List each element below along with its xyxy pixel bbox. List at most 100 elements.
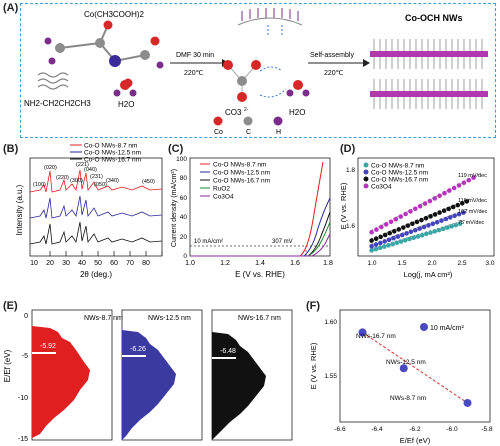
c-annot-overpotential: 307 mV — [272, 239, 293, 245]
d-legend: Co-O NWs-12.5 nm — [371, 170, 428, 177]
tafel-point — [421, 224, 427, 230]
tafel-point — [410, 221, 415, 227]
d-legend: Co-O NWs-16.7 nm — [371, 177, 428, 184]
tafel-point — [434, 219, 440, 225]
tafel-point — [424, 231, 429, 237]
b-xtick: 10 — [30, 260, 38, 267]
e-title-12-5: NWs-12.5 nm — [148, 315, 191, 322]
tafel-point — [437, 193, 442, 199]
tafel-point — [466, 177, 472, 183]
b-peak: (300) — [70, 178, 83, 184]
b-peak: (050) — [94, 182, 107, 188]
tafel-point — [446, 206, 451, 212]
f-data-point — [399, 364, 408, 373]
tafel-point — [374, 227, 379, 232]
co3-label: CO3 — [225, 108, 242, 117]
d-legend: Co-O NWs-8.7 nm — [371, 163, 424, 170]
b-peak: (040) — [84, 167, 97, 173]
amine-formula: NH2-CH2CH2CH3 — [24, 99, 91, 108]
c-legend: Co-O NWs-12.5 nm — [213, 170, 270, 177]
step2-temp: 220℃ — [324, 70, 344, 77]
lsv-curve-16-7 — [190, 211, 331, 257]
c-legend: Co3O4 — [213, 194, 234, 201]
b-xtick: 70 — [126, 260, 134, 267]
tafel-point — [404, 231, 409, 236]
f-xlabel: E/Ef (eV) — [400, 436, 431, 445]
precursor-formula: Co(CH3COOH)2 — [84, 10, 145, 19]
tafel-point — [386, 243, 391, 248]
tafel-point — [453, 222, 459, 228]
lsv-curve-co3o4 — [190, 233, 331, 257]
b-legend: Co-O NWs-12.5 nm — [84, 150, 141, 157]
b-peak: (231) — [90, 174, 103, 180]
f-data-point — [358, 328, 367, 337]
tafel-point — [395, 234, 401, 239]
c-ytick: 0 — [183, 253, 187, 260]
step2-label: Self-assembly — [310, 52, 354, 59]
b-ylabel: Intensity (a.u.) — [15, 184, 24, 235]
tafel-point — [417, 203, 423, 209]
tafel-point — [428, 230, 433, 235]
b-legend: Co-O NWs-16.7 nm — [84, 157, 141, 164]
d-slope-8-7: 75 mV/dec — [458, 220, 485, 226]
tafel-point — [432, 196, 438, 201]
tafel-point — [377, 245, 383, 251]
chart-c: 10 mA/cm² 307 mV 0 20 40 60 80 100 1.0 1… — [171, 156, 333, 279]
tafel-point — [407, 236, 412, 242]
tafel-point — [408, 209, 413, 214]
tafel-point — [445, 225, 450, 230]
e-center-8-7: -5.92 — [40, 343, 56, 350]
xrd-curve-12-5 — [29, 195, 163, 219]
tafel-point — [450, 204, 456, 210]
e-center-12-5: -6.26 — [130, 346, 146, 353]
tafel-point — [428, 214, 433, 219]
b-peak: (450) — [142, 179, 155, 185]
tafel-point — [378, 240, 383, 246]
tafel-point — [391, 228, 397, 234]
c-xlabel: E (V vs. RHE) — [235, 270, 285, 279]
f-xtick: -6.0 — [446, 426, 458, 433]
tafel-point — [461, 210, 466, 215]
b-peak: (340) — [106, 178, 119, 184]
tafel-point — [398, 239, 404, 244]
tafel-point — [456, 183, 462, 188]
tafel-point — [449, 224, 454, 229]
tafel-point — [432, 229, 438, 234]
d-ylabel: E (V vs. RHE) — [339, 182, 348, 229]
d-xtick: 3.0 — [485, 260, 494, 267]
f-ytick: 1.55 — [324, 373, 337, 380]
xrd-curve-16-7 — [29, 221, 163, 245]
e-ylabel: E/Ef (eV) — [3, 349, 12, 382]
tafel-point — [455, 202, 461, 208]
tafel-point — [369, 248, 374, 253]
tafel-point — [398, 214, 404, 219]
f-data-point — [463, 398, 472, 407]
tafel-point — [369, 229, 374, 235]
e-ytick: -5 — [22, 353, 28, 360]
tafel-point — [403, 211, 408, 217]
atom-legend: Co C H — [213, 116, 283, 136]
d-xtick: 1.0 — [367, 260, 376, 267]
nanowire-2 — [370, 79, 488, 109]
b-xtick: 80 — [142, 260, 150, 267]
d-xtick: 2.0 — [427, 260, 436, 267]
chart-e: E/Ef (eV) 0 -5 -10 -15 -5.92 NWs-8.7 nm … — [3, 309, 293, 443]
c-ylabel: Current density (mA/cm²) — [171, 169, 178, 247]
tafel-point — [408, 229, 414, 235]
tafel-point — [423, 215, 429, 221]
tafel-point — [415, 234, 421, 239]
f-xtick: -6.4 — [371, 426, 383, 433]
f-ytick: 1.60 — [324, 319, 337, 326]
tafel-point — [441, 208, 447, 214]
tafel-point — [457, 221, 463, 227]
tafel-point — [393, 216, 399, 222]
tafel-point — [436, 227, 442, 233]
c-xtick: 1.2 — [220, 260, 230, 267]
tafel-point — [447, 215, 453, 220]
c-legend: Co-O NWs-16.7 nm — [213, 178, 270, 185]
legend-c: C — [246, 129, 251, 136]
b-xtick: 40 — [78, 260, 86, 267]
tafel-point — [426, 223, 431, 228]
e-title-8-7: NWs-8.7 nm — [84, 315, 123, 322]
tafel-point — [427, 198, 433, 204]
